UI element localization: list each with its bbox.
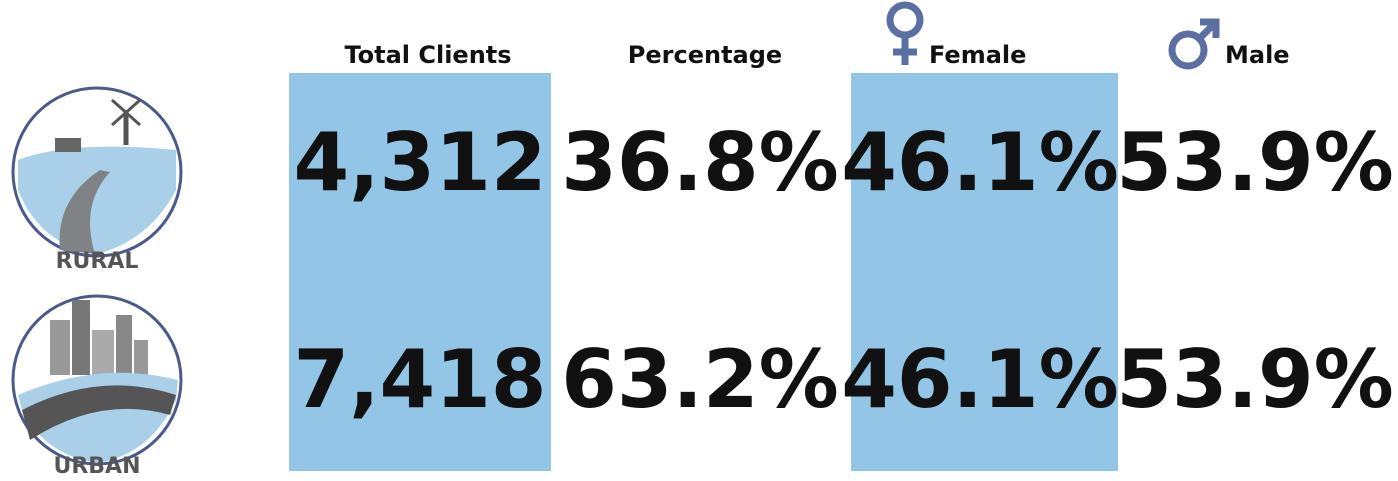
female-icon bbox=[890, 5, 920, 65]
column-header: Total Clients bbox=[344, 41, 511, 69]
cell-value: 63.2% bbox=[561, 333, 839, 426]
column-header: Percentage bbox=[628, 41, 782, 69]
cell-value: 7,418 bbox=[293, 333, 546, 426]
male-icon bbox=[1172, 22, 1216, 66]
column-header: Female bbox=[929, 41, 1026, 69]
urban-icon bbox=[13, 296, 181, 464]
cell-value: 53.9% bbox=[1116, 116, 1394, 209]
cell-value: 53.9% bbox=[1116, 333, 1394, 426]
row-label: RURAL bbox=[56, 249, 139, 274]
infographic: Total Clients Percentage Female Male RURAL 4,… bbox=[0, 0, 1398, 481]
cell-value: 4,312 bbox=[293, 116, 546, 209]
row-label: URBAN bbox=[53, 454, 140, 479]
cell-value: 46.1% bbox=[841, 333, 1119, 426]
cell-value: 36.8% bbox=[561, 116, 839, 209]
rural-icon bbox=[13, 88, 181, 256]
cell-value: 46.1% bbox=[841, 116, 1119, 209]
column-header: Male bbox=[1225, 41, 1290, 69]
